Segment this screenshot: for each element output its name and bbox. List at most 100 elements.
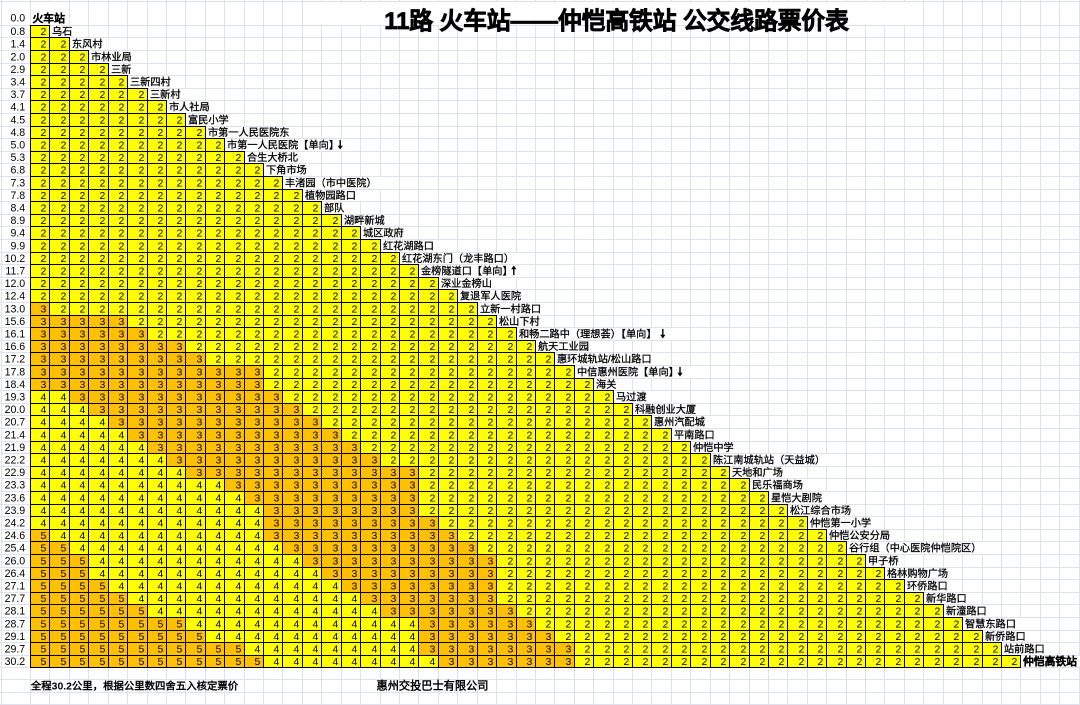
svg-text:5: 5 <box>40 605 46 617</box>
svg-text:3: 3 <box>235 416 241 428</box>
svg-text:2: 2 <box>526 542 532 554</box>
svg-text:2: 2 <box>176 139 182 151</box>
svg-text:2: 2 <box>448 366 454 378</box>
svg-text:4: 4 <box>409 618 415 630</box>
svg-text:2: 2 <box>60 202 66 214</box>
svg-text:2: 2 <box>798 555 804 567</box>
svg-text:4: 4 <box>273 631 279 643</box>
svg-text:4: 4 <box>157 505 163 517</box>
svg-text:5: 5 <box>99 618 105 630</box>
svg-text:2: 2 <box>623 454 629 466</box>
svg-text:2: 2 <box>332 353 338 365</box>
svg-text:3: 3 <box>273 416 279 428</box>
svg-text:3: 3 <box>118 366 124 378</box>
svg-text:2: 2 <box>565 568 571 580</box>
svg-text:2: 2 <box>60 127 66 139</box>
svg-text:2: 2 <box>196 215 202 227</box>
svg-text:4: 4 <box>79 429 85 441</box>
svg-text:2: 2 <box>429 505 435 517</box>
svg-text:3: 3 <box>429 568 435 580</box>
svg-text:3: 3 <box>254 379 260 391</box>
svg-text:2: 2 <box>293 316 299 328</box>
svg-text:3: 3 <box>351 542 357 554</box>
svg-text:2: 2 <box>254 265 260 277</box>
svg-text:2: 2 <box>215 290 221 302</box>
svg-text:2: 2 <box>448 505 454 517</box>
svg-text:3: 3 <box>448 580 454 592</box>
svg-text:3: 3 <box>409 505 415 517</box>
svg-text:2: 2 <box>837 618 843 630</box>
svg-text:2: 2 <box>448 416 454 428</box>
svg-text:4: 4 <box>196 593 202 605</box>
svg-text:4: 4 <box>138 568 144 580</box>
svg-text:2: 2 <box>312 202 318 214</box>
svg-text:4: 4 <box>293 568 299 580</box>
svg-text:4: 4 <box>176 505 182 517</box>
svg-text:4: 4 <box>215 631 221 643</box>
svg-text:2: 2 <box>448 467 454 479</box>
svg-text:3: 3 <box>293 479 299 491</box>
svg-text:26.4: 26.4 <box>5 568 26 580</box>
svg-text:3: 3 <box>40 353 46 365</box>
svg-text:5: 5 <box>40 593 46 605</box>
svg-text:3: 3 <box>332 530 338 542</box>
svg-text:3: 3 <box>448 643 454 655</box>
svg-text:2: 2 <box>176 278 182 290</box>
svg-text:2: 2 <box>681 656 687 668</box>
svg-text:4: 4 <box>332 656 338 668</box>
svg-text:2: 2 <box>312 265 318 277</box>
svg-text:4: 4 <box>40 505 46 517</box>
svg-text:2: 2 <box>254 215 260 227</box>
svg-text:3: 3 <box>429 605 435 617</box>
svg-text:4: 4 <box>196 555 202 567</box>
svg-text:部队: 部队 <box>324 201 344 214</box>
svg-text:2: 2 <box>759 505 765 517</box>
svg-text:3: 3 <box>254 416 260 428</box>
svg-text:3: 3 <box>429 542 435 554</box>
svg-text:22.9: 22.9 <box>5 467 26 479</box>
svg-text:2: 2 <box>254 177 260 189</box>
svg-text:2: 2 <box>176 303 182 315</box>
svg-text:2: 2 <box>953 631 959 643</box>
svg-text:4: 4 <box>40 454 46 466</box>
svg-text:2: 2 <box>273 227 279 239</box>
svg-text:2: 2 <box>798 517 804 529</box>
svg-text:4.8: 4.8 <box>10 127 25 139</box>
svg-text:立新一村路口: 立新一村路口 <box>480 302 541 315</box>
svg-text:4: 4 <box>235 568 241 580</box>
svg-text:3: 3 <box>468 568 474 580</box>
svg-text:2: 2 <box>99 278 105 290</box>
svg-text:2: 2 <box>235 240 241 252</box>
svg-text:2: 2 <box>778 643 784 655</box>
svg-text:2: 2 <box>565 593 571 605</box>
svg-text:2: 2 <box>468 505 474 517</box>
svg-text:2: 2 <box>934 618 940 630</box>
svg-text:2: 2 <box>215 328 221 340</box>
svg-text:3: 3 <box>157 353 163 365</box>
svg-text:5: 5 <box>79 593 85 605</box>
svg-text:3: 3 <box>409 467 415 479</box>
svg-text:2: 2 <box>468 391 474 403</box>
svg-text:4: 4 <box>176 580 182 592</box>
svg-text:2: 2 <box>487 467 493 479</box>
svg-text:3: 3 <box>390 467 396 479</box>
svg-text:2: 2 <box>157 177 163 189</box>
svg-text:3: 3 <box>487 555 493 567</box>
svg-text:3: 3 <box>487 568 493 580</box>
svg-text:2: 2 <box>701 580 707 592</box>
svg-text:市第一人民医院东: 市第一人民医院东 <box>208 126 290 139</box>
svg-text:4: 4 <box>138 517 144 529</box>
svg-text:3: 3 <box>409 593 415 605</box>
svg-text:3: 3 <box>273 391 279 403</box>
svg-text:3: 3 <box>79 316 85 328</box>
svg-text:2: 2 <box>623 479 629 491</box>
svg-text:3: 3 <box>332 442 338 454</box>
svg-text:3: 3 <box>371 593 377 605</box>
svg-text:2: 2 <box>759 530 765 542</box>
svg-text:4: 4 <box>176 542 182 554</box>
svg-text:3: 3 <box>157 404 163 416</box>
svg-text:2: 2 <box>487 366 493 378</box>
svg-text:3: 3 <box>371 505 377 517</box>
svg-text:2: 2 <box>545 404 551 416</box>
svg-text:3: 3 <box>409 605 415 617</box>
